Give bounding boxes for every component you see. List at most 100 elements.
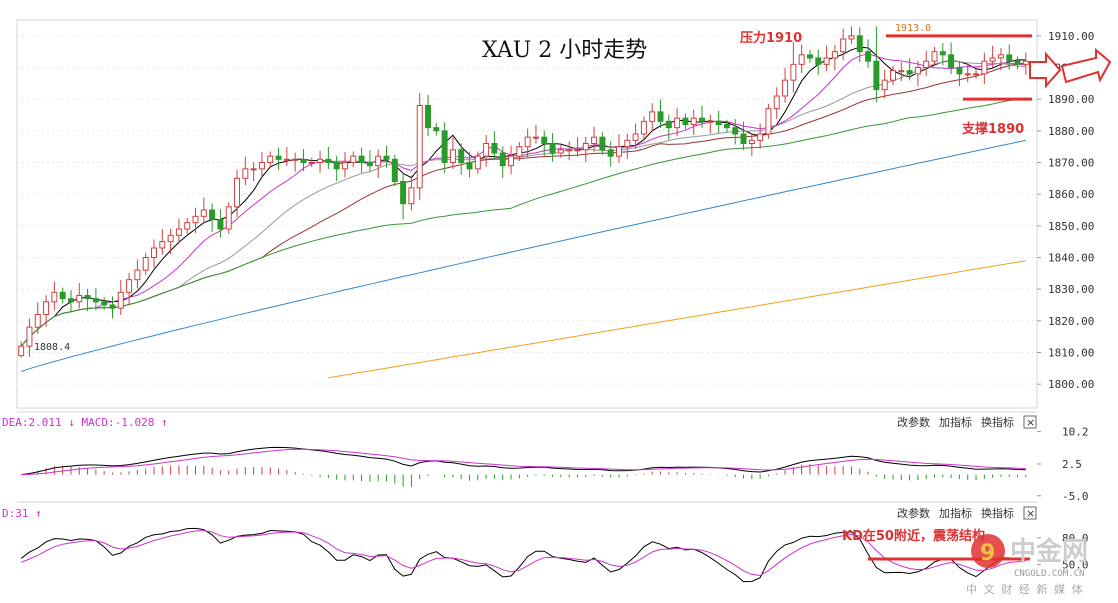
candle-body <box>383 155 390 160</box>
kdj-tick-label: 80.0 <box>1062 532 1089 545</box>
candle-body <box>765 108 772 135</box>
logo-icon <box>971 534 1005 568</box>
macd-header: DEA:2.011 ↓ MACD:-1.028 ↑ <box>2 416 168 429</box>
candle-body <box>425 105 432 129</box>
kdj-switch-indicator-button[interactable]: 换指标 <box>981 506 1014 520</box>
candle-body <box>981 60 988 75</box>
kdj-header: D:31 ↑ <box>2 507 42 520</box>
candle-body <box>267 155 274 164</box>
candle-body <box>300 158 307 163</box>
candle-body <box>931 51 938 62</box>
candle-body <box>333 162 340 170</box>
candle-body <box>549 143 556 154</box>
kdj-k-line <box>20 527 1026 583</box>
candle-body <box>350 155 357 164</box>
candle-body <box>815 57 822 65</box>
watermark-slogan: 中 文 财 经 新 媒 体 <box>966 582 1083 596</box>
kdj-add-indicator-button[interactable]: 加指标 <box>939 506 972 520</box>
macd-dea-line <box>21 448 1026 476</box>
macd-add-indicator-button[interactable]: 加指标 <box>939 415 972 429</box>
macd-close-button[interactable] <box>1023 415 1037 429</box>
candle-body <box>167 234 174 243</box>
candle-body <box>1014 60 1021 65</box>
candle-body <box>466 162 473 170</box>
candle-body <box>317 158 324 163</box>
candle-body <box>649 111 656 122</box>
candle-body <box>798 54 805 65</box>
candle-body <box>757 133 764 141</box>
candle-body <box>449 149 456 163</box>
candle-body <box>665 120 672 129</box>
candle-body <box>458 149 465 163</box>
candle-body <box>416 105 423 189</box>
candle-body <box>59 291 66 300</box>
watermark-domain: CNGOLD.COM.CN <box>1014 569 1084 579</box>
price-grid <box>17 35 1037 385</box>
watermark-logo: 9 中金网 CNGOLD.COM.CN 中 文 财 经 新 媒 体 <box>966 534 1088 596</box>
y-tick-label: 1910.00 <box>1048 30 1094 43</box>
candle-body <box>51 291 58 303</box>
candle-body <box>375 155 382 167</box>
candle-body <box>366 162 373 167</box>
y-tick-label: 1810.00 <box>1048 347 1094 360</box>
candle-body <box>591 136 598 145</box>
candle-body <box>151 247 157 258</box>
candle-body <box>740 133 747 144</box>
macd-axis: 10.2 2.5 -5.0 <box>1037 425 1089 503</box>
candle-body <box>898 70 905 73</box>
candle-body <box>906 70 913 75</box>
kdj-axis: 80.0 50.0 <box>1037 532 1089 571</box>
candle-body <box>524 136 531 148</box>
candle-body <box>209 209 216 220</box>
candle-body <box>715 120 722 126</box>
candle-body <box>184 222 191 230</box>
candle-body <box>690 117 697 125</box>
candle-body <box>117 291 124 309</box>
macd-switch-indicator-button[interactable]: 换指标 <box>981 415 1014 429</box>
low-marker: 1808.4 <box>34 342 70 353</box>
kdj-chart <box>20 527 1026 583</box>
kdj-close-button[interactable] <box>1023 506 1037 520</box>
macd-chart <box>21 446 1027 487</box>
candle-body <box>43 301 50 316</box>
ma60-line <box>20 97 1026 347</box>
candle-body <box>599 136 606 151</box>
candle-body <box>217 219 224 230</box>
candle-body <box>101 301 108 306</box>
macd-tick-label: 10.2 <box>1062 425 1089 438</box>
candle-body <box>997 54 1004 59</box>
candle-body <box>948 54 955 68</box>
ma120-line <box>21 139 1026 372</box>
candle-body <box>699 117 706 122</box>
kdj-toolbar: 改参数 加指标 换指标 × <box>897 506 1037 520</box>
main-panel-frame <box>16 19 1038 409</box>
y-tick-label: 1820.00 <box>1048 315 1094 328</box>
kdj-close-icon: × <box>1026 507 1035 520</box>
y-tick-label: 1800.00 <box>1048 378 1094 391</box>
candle-body <box>782 79 789 97</box>
candle-body <box>732 127 739 135</box>
candle-body <box>657 111 664 122</box>
y-tick-label: 1840.00 <box>1048 252 1094 265</box>
y-tick-label: 1870.00 <box>1048 157 1094 170</box>
kdj-d-line <box>21 530 1026 577</box>
candle-body <box>109 304 116 309</box>
candle-body <box>914 67 921 75</box>
candle-body <box>325 158 332 163</box>
kd-note: KD在50附近，震荡结构 <box>842 528 985 544</box>
macd-edit-params-button[interactable]: 改参数 <box>897 415 930 429</box>
candle-body <box>723 124 730 129</box>
candle-body <box>865 51 872 62</box>
candle-body <box>76 295 83 303</box>
kdj-edit-params-button[interactable]: 改参数 <box>897 506 930 520</box>
candle-body <box>275 155 282 160</box>
candle-body <box>557 149 564 154</box>
arrow-right-icon <box>1029 51 1062 89</box>
candle-body <box>748 139 755 144</box>
candle-body <box>566 149 573 152</box>
candle-body <box>632 133 639 141</box>
y-tick-label: 1880.00 <box>1048 125 1094 138</box>
candle-body <box>341 162 348 170</box>
candle-body <box>582 143 589 151</box>
candle-body <box>1006 54 1013 62</box>
